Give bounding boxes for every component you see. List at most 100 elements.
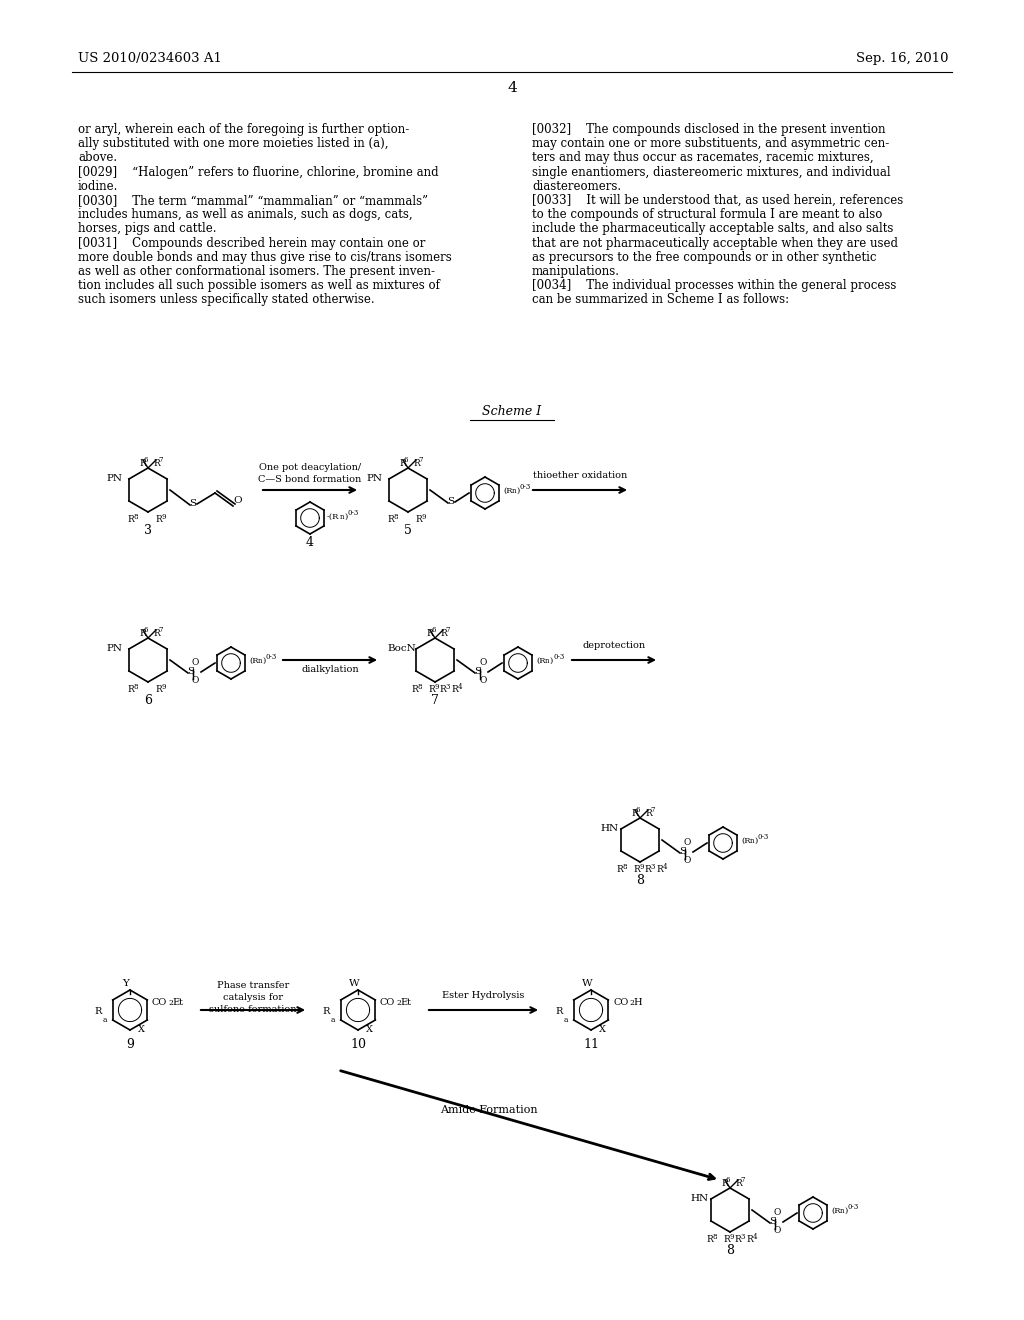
- Text: R: R: [94, 1007, 101, 1016]
- Text: or aryl, wherein each of the foregoing is further option-: or aryl, wherein each of the foregoing i…: [78, 123, 410, 136]
- Text: 6: 6: [404, 455, 409, 465]
- Text: 8: 8: [133, 682, 137, 690]
- Text: more double bonds and may thus give rise to cis/trans isomers: more double bonds and may thus give rise…: [78, 251, 452, 264]
- Text: 0-3: 0-3: [348, 510, 359, 517]
- Text: thioether oxidation: thioether oxidation: [532, 471, 627, 480]
- Text: R: R: [426, 630, 433, 638]
- Text: n: n: [545, 657, 550, 665]
- Text: 8: 8: [393, 513, 397, 521]
- Text: S: S: [189, 499, 197, 508]
- Text: 9: 9: [126, 1038, 134, 1051]
- Text: a: a: [564, 1016, 568, 1024]
- Text: Amide Formation: Amide Formation: [440, 1105, 538, 1115]
- Text: R: R: [616, 865, 624, 874]
- Text: 9: 9: [434, 682, 439, 690]
- Text: 6: 6: [144, 455, 148, 465]
- Text: R: R: [734, 1236, 741, 1243]
- Text: horses, pigs and cattle.: horses, pigs and cattle.: [78, 222, 216, 235]
- Text: W: W: [582, 979, 592, 987]
- Text: Ester Hydrolysis: Ester Hydrolysis: [442, 991, 524, 1001]
- Text: X: X: [599, 1026, 606, 1034]
- Text: Et: Et: [172, 998, 183, 1007]
- Text: O: O: [193, 676, 200, 685]
- Text: n: n: [512, 487, 516, 495]
- Text: 7: 7: [431, 694, 439, 708]
- Text: [0032]    The compounds disclosed in the present invention: [0032] The compounds disclosed in the pr…: [532, 123, 886, 136]
- Text: R: R: [139, 630, 145, 638]
- Text: 6: 6: [636, 807, 640, 814]
- Text: S: S: [679, 847, 686, 855]
- Text: includes humans, as well as animals, such as dogs, cats,: includes humans, as well as animals, suc…: [78, 209, 413, 222]
- Text: 4: 4: [507, 81, 517, 95]
- Text: dialkylation: dialkylation: [301, 665, 358, 675]
- Text: HN: HN: [690, 1195, 709, 1204]
- Text: 9: 9: [729, 1233, 734, 1241]
- Text: R: R: [322, 1007, 330, 1016]
- Text: [0034]    The individual processes within the general process: [0034] The individual processes within t…: [532, 280, 896, 292]
- Text: n: n: [258, 657, 262, 665]
- Text: 10: 10: [350, 1038, 366, 1051]
- Text: 7: 7: [158, 626, 163, 634]
- Text: One pot deacylation/: One pot deacylation/: [259, 463, 361, 473]
- Text: [0029]    “Halogen” refers to fluorine, chlorine, bromine and: [0029] “Halogen” refers to fluorine, chl…: [78, 165, 438, 178]
- Text: (R: (R: [503, 487, 512, 495]
- Text: 2: 2: [629, 999, 634, 1007]
- Text: Sep. 16, 2010: Sep. 16, 2010: [855, 51, 948, 65]
- Text: ): ): [549, 657, 552, 665]
- Text: that are not pharmaceutically acceptable when they are used: that are not pharmaceutically acceptable…: [532, 236, 898, 249]
- Text: 3: 3: [650, 863, 654, 871]
- Text: R: R: [139, 459, 145, 469]
- Text: tion includes all such possible isomers as well as mixtures of: tion includes all such possible isomers …: [78, 280, 440, 292]
- Text: CO: CO: [380, 998, 395, 1007]
- Text: n: n: [750, 837, 755, 845]
- Text: n: n: [840, 1206, 845, 1214]
- Text: R: R: [127, 685, 134, 694]
- Text: O: O: [233, 496, 242, 506]
- Text: (R: (R: [536, 657, 546, 665]
- Text: R: R: [707, 1236, 714, 1243]
- Text: 6: 6: [431, 626, 435, 634]
- Text: sulfone formation: sulfone formation: [209, 1005, 297, 1014]
- Text: 4: 4: [306, 536, 314, 549]
- Text: 9: 9: [639, 863, 644, 871]
- Text: R: R: [416, 515, 423, 524]
- Text: R: R: [555, 1007, 562, 1016]
- Text: BocN: BocN: [387, 644, 416, 653]
- Text: 6: 6: [726, 1176, 730, 1184]
- Text: iodine.: iodine.: [78, 180, 119, 193]
- Text: R: R: [153, 459, 160, 469]
- Text: as precursors to the free compounds or in other synthetic: as precursors to the free compounds or i…: [532, 251, 877, 264]
- Text: manipulations.: manipulations.: [532, 265, 620, 279]
- Text: diastereomers.: diastereomers.: [532, 180, 622, 193]
- Text: PN: PN: [106, 474, 122, 483]
- Text: C—S bond formation: C—S bond formation: [258, 475, 361, 484]
- Text: 11: 11: [583, 1038, 599, 1051]
- Text: H: H: [633, 998, 642, 1007]
- Text: 7: 7: [650, 807, 654, 814]
- Text: 0-3: 0-3: [553, 653, 564, 661]
- Text: O: O: [774, 1208, 781, 1217]
- Text: 9: 9: [422, 513, 426, 521]
- Text: ters and may thus occur as racemates, racemic mixtures,: ters and may thus occur as racemates, ra…: [532, 152, 873, 165]
- Text: include the pharmaceutically acceptable salts, and also salts: include the pharmaceutically acceptable …: [532, 222, 893, 235]
- Text: O: O: [774, 1226, 781, 1236]
- Text: 8: 8: [418, 682, 422, 690]
- Text: O: O: [193, 657, 200, 667]
- Text: ally substituted with one more moieties listed in (a),: ally substituted with one more moieties …: [78, 137, 388, 150]
- Text: as well as other conformational isomers. The present inven-: as well as other conformational isomers.…: [78, 265, 435, 279]
- Text: CO: CO: [613, 998, 629, 1007]
- Text: 9: 9: [162, 682, 166, 690]
- Text: 8: 8: [713, 1233, 718, 1241]
- Text: n: n: [340, 513, 344, 521]
- Text: 6: 6: [144, 626, 148, 634]
- Text: CO: CO: [152, 998, 167, 1007]
- Text: ): ): [344, 513, 347, 521]
- Text: 4: 4: [458, 682, 462, 690]
- Text: R: R: [746, 1236, 754, 1243]
- Text: above.: above.: [78, 152, 117, 165]
- Text: R: R: [156, 685, 163, 694]
- Text: W: W: [349, 979, 359, 987]
- Text: R: R: [645, 809, 651, 818]
- Text: S: S: [769, 1217, 776, 1226]
- Text: 6: 6: [144, 694, 152, 708]
